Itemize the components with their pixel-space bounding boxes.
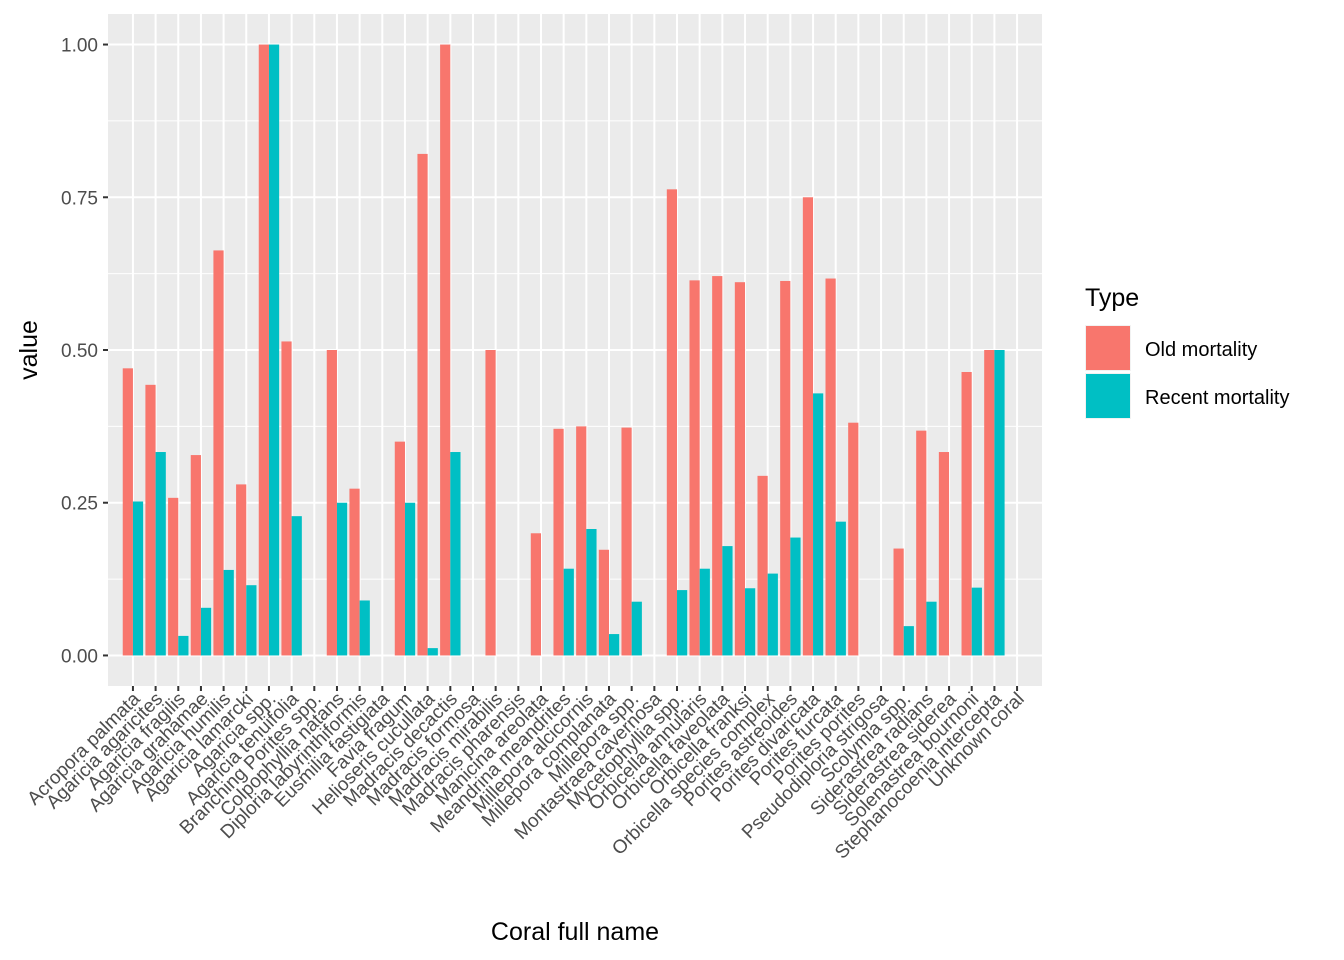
bar	[450, 452, 461, 656]
bar	[984, 350, 995, 656]
bar	[553, 428, 564, 656]
bar	[281, 341, 292, 656]
legend-title: Type	[1085, 284, 1139, 312]
bar	[404, 502, 416, 656]
bar	[236, 484, 247, 656]
y-tick-label: 0.50	[61, 341, 98, 362]
bar	[825, 278, 836, 656]
bar	[767, 573, 778, 656]
bar	[745, 588, 756, 656]
bar	[530, 533, 541, 656]
legend: Type Old mortality Recent mortality	[1085, 284, 1290, 419]
bar	[938, 452, 950, 656]
bar	[848, 422, 859, 656]
bar	[586, 528, 597, 656]
bar	[246, 585, 257, 656]
bar	[213, 250, 224, 656]
bar	[336, 502, 348, 656]
bar	[916, 430, 927, 656]
y-axis-title: value	[15, 320, 43, 380]
y-tick-label: 1.00	[61, 36, 98, 57]
bar	[132, 501, 144, 656]
bar	[349, 488, 360, 656]
bar	[893, 548, 904, 656]
bar	[359, 600, 370, 656]
bar	[780, 280, 791, 656]
bar	[178, 635, 189, 656]
bar	[417, 153, 428, 656]
bar	[122, 368, 133, 656]
bar	[666, 189, 678, 656]
bar	[813, 393, 824, 656]
bar	[258, 44, 269, 656]
legend-label: Recent mortality	[1145, 387, 1290, 409]
y-tick-label: 0.75	[61, 188, 98, 209]
bar	[734, 282, 746, 656]
bar	[621, 427, 632, 656]
bar	[190, 455, 201, 656]
bar	[994, 350, 1005, 656]
bar	[835, 521, 846, 656]
bar	[677, 590, 688, 656]
bar	[598, 549, 610, 656]
bar	[485, 350, 496, 656]
bar	[609, 634, 620, 656]
bar	[926, 601, 937, 656]
bar	[699, 568, 710, 656]
bar	[903, 626, 914, 656]
bar	[631, 601, 642, 656]
y-axis: 0.00 0.25 0.50 0.75 1.00	[61, 36, 108, 667]
x-axis-title: Coral full name	[491, 918, 659, 946]
bar	[440, 44, 451, 656]
bar	[689, 280, 700, 656]
y-tick-label: 0.00	[61, 646, 98, 667]
bar	[722, 546, 733, 656]
bar	[394, 441, 405, 656]
bar	[326, 350, 337, 656]
bar	[427, 648, 438, 656]
bar	[563, 568, 574, 656]
legend-key	[1086, 326, 1130, 370]
y-tick-label: 0.25	[61, 494, 98, 515]
bars	[122, 44, 1005, 656]
bar	[200, 607, 212, 656]
legend-key	[1086, 374, 1130, 418]
bar	[155, 452, 166, 656]
bar	[268, 44, 280, 656]
bar	[757, 475, 768, 656]
bar	[971, 587, 982, 656]
bar	[790, 537, 801, 656]
bar	[802, 197, 814, 656]
legend-label: Old mortality	[1145, 339, 1257, 361]
bar	[961, 371, 972, 656]
bar	[168, 497, 179, 656]
bar	[145, 384, 156, 656]
bar	[291, 516, 302, 656]
bar	[712, 276, 723, 656]
bar	[223, 569, 234, 656]
bar	[576, 426, 587, 656]
